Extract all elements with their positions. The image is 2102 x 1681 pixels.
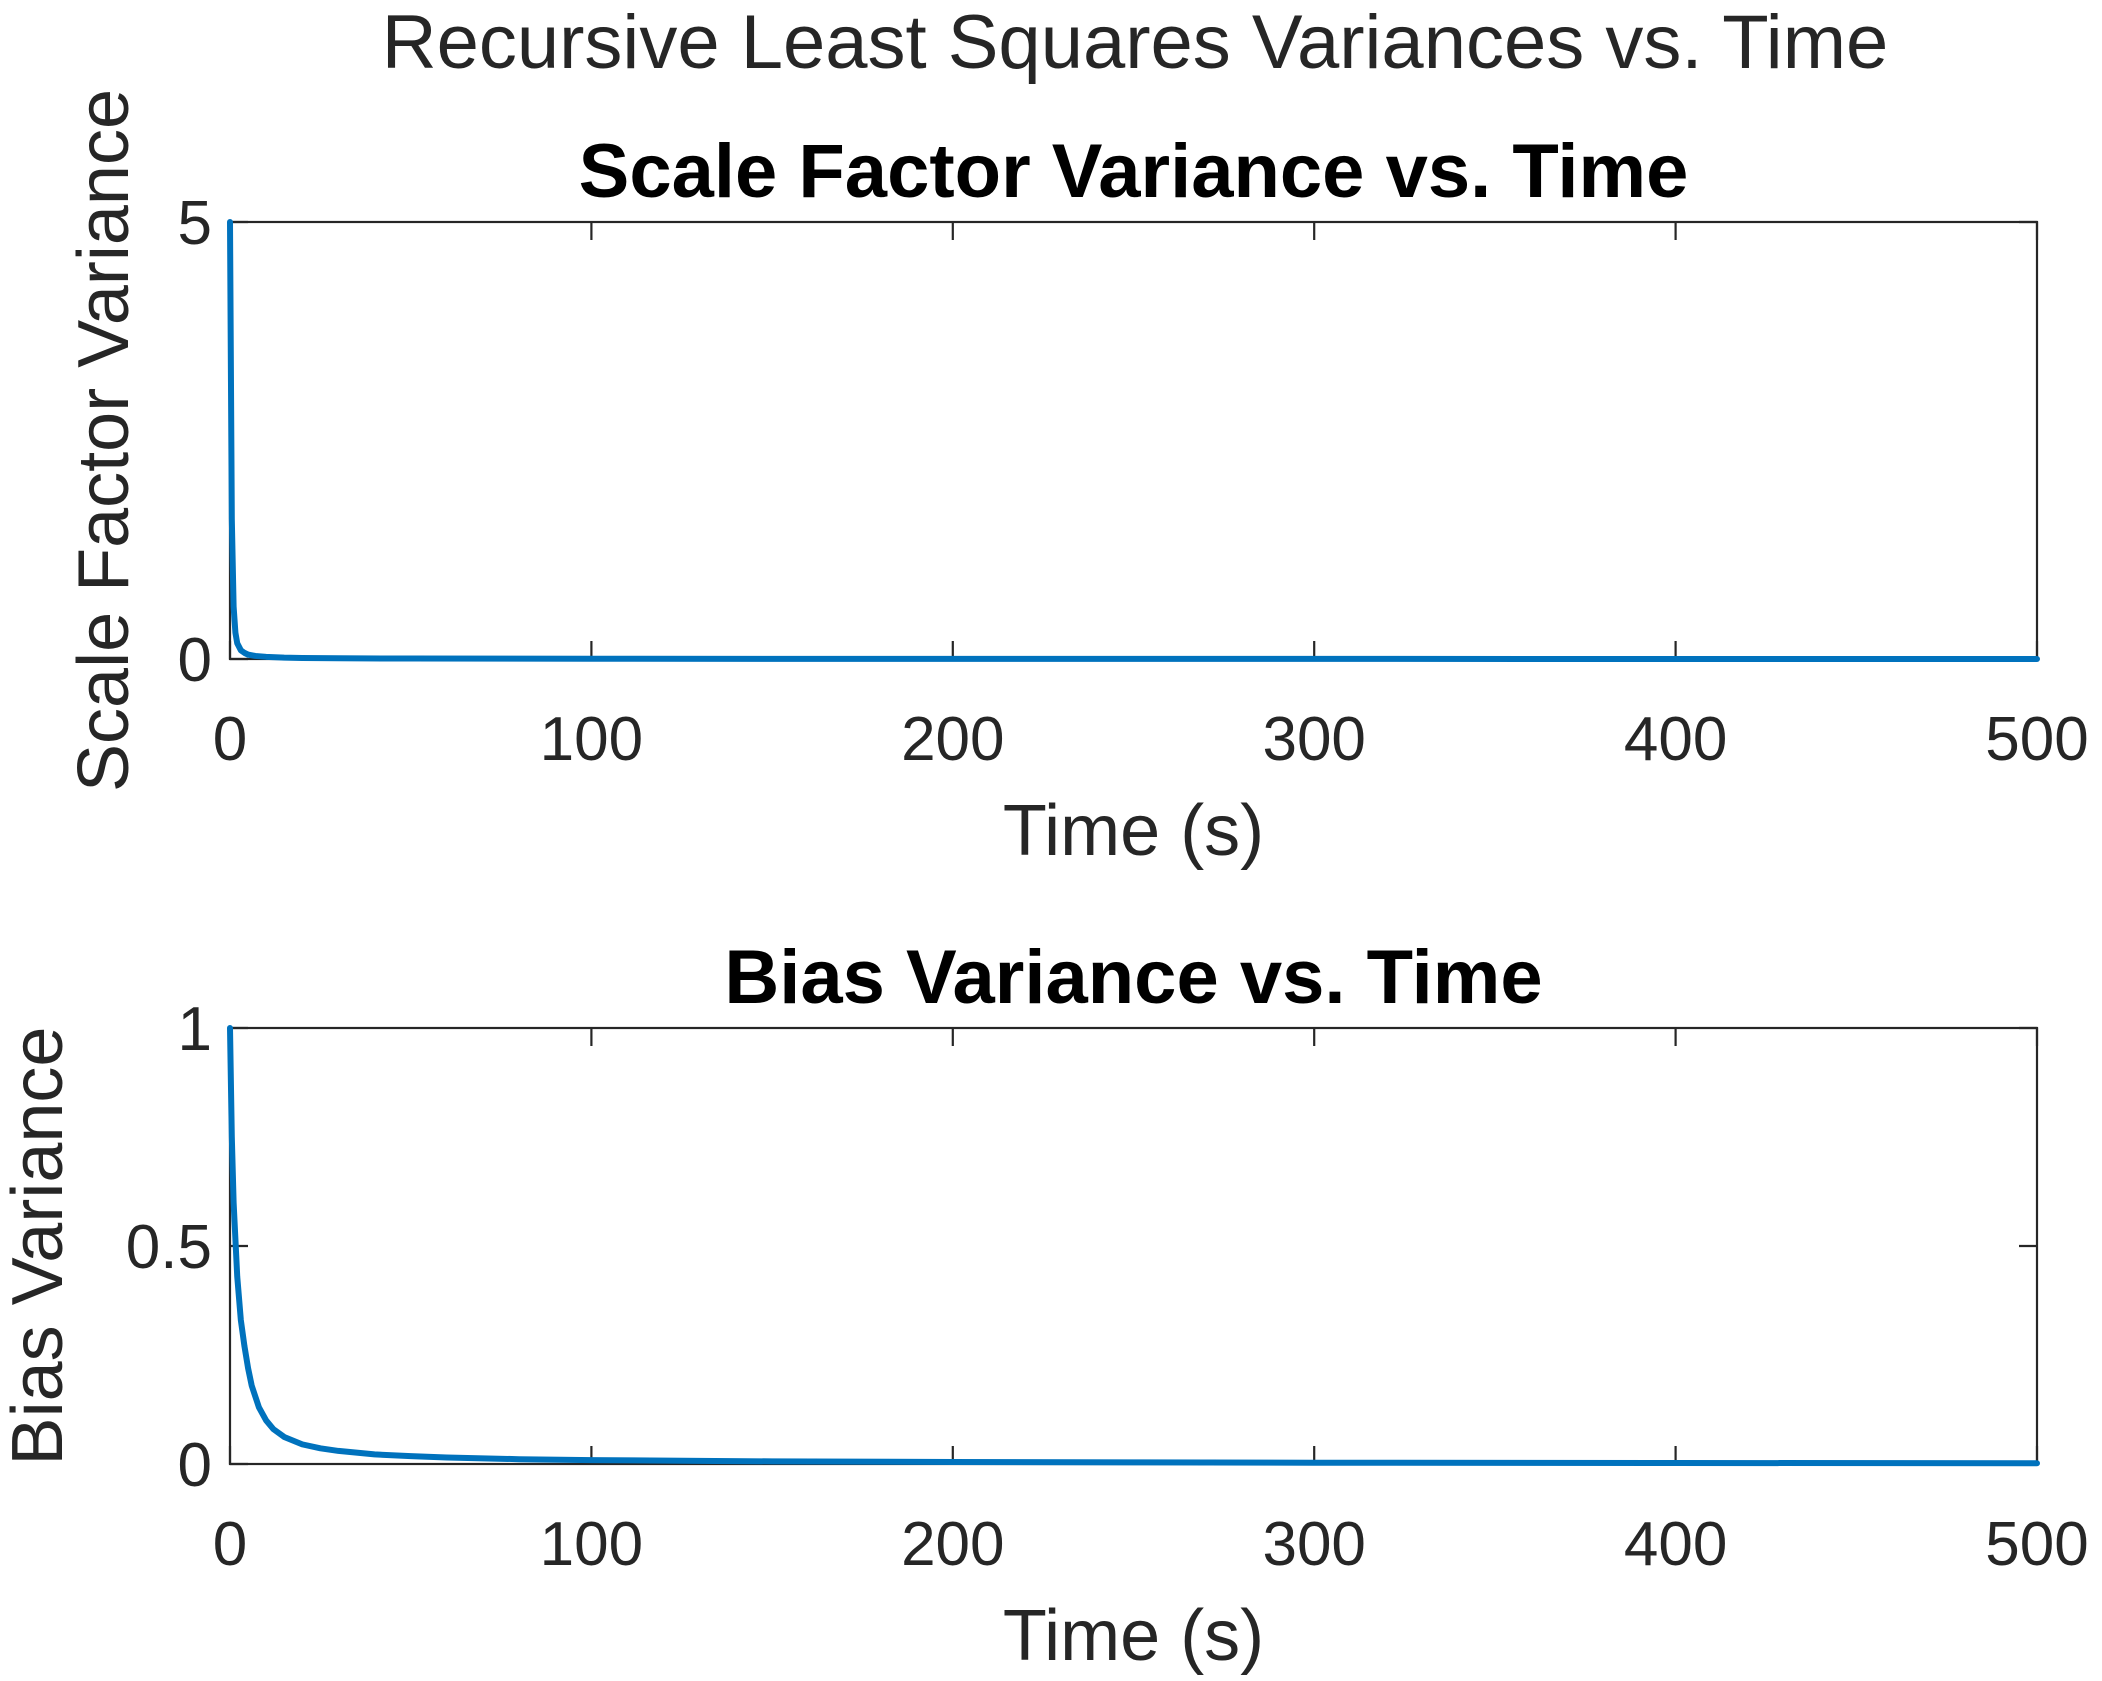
scale-factor-y-axis-label: Scale Factor Variance (64, 89, 144, 792)
scale-factor-x-tick-label: 500 (1985, 705, 2088, 774)
bias-y-tick-label: 0 (178, 1431, 212, 1500)
figure-suptitle: Recursive Least Squares Variances vs. Ti… (382, 0, 1889, 85)
scale-factor-x-tick-label: 400 (1624, 705, 1727, 774)
bias-x-tick-label: 500 (1985, 1510, 2088, 1579)
scale-factor-x-tick-label: 0 (213, 705, 247, 774)
scale-factor-x-tick-label: 100 (540, 705, 643, 774)
scale-factor-variance-plot: Scale Factor Variance vs. Time 0 100 200 300… (64, 89, 2089, 871)
bias-x-tick-label: 200 (901, 1510, 1004, 1579)
scale-factor-x-axis-label: Time (s) (1003, 791, 1264, 871)
bias-variance-plot: Bias Variance vs. Time 0 100 200 300 400 500 0 0… (0, 935, 2089, 1676)
scale-factor-y-tick-label: 5 (178, 189, 212, 258)
bias-plot-title: Bias Variance vs. Time (724, 935, 1542, 1020)
scale-factor-x-tick-label: 300 (1262, 705, 1365, 774)
bias-axes-box (228, 1026, 2039, 1466)
scale-factor-variance-line (227, 219, 2040, 662)
bias-x-tick-label: 0 (213, 1510, 247, 1579)
scale-factor-axes-box (228, 220, 2039, 661)
bias-variance-line (227, 1025, 2040, 1467)
bias-x-tick-label: 300 (1262, 1510, 1365, 1579)
scale-factor-y-tick-label: 0 (178, 626, 212, 695)
bias-x-tick-label: 100 (540, 1510, 643, 1579)
bias-y-tick-label: 1 (178, 995, 212, 1064)
bias-x-axis-label: Time (s) (1003, 1596, 1264, 1676)
bias-y-axis-label: Bias Variance (0, 1027, 78, 1466)
bias-x-tick-label: 400 (1624, 1510, 1727, 1579)
scale-factor-plot-title: Scale Factor Variance vs. Time (579, 129, 1689, 214)
bias-y-tick-label: 0.5 (126, 1213, 212, 1282)
scale-factor-x-tick-label: 200 (901, 705, 1004, 774)
